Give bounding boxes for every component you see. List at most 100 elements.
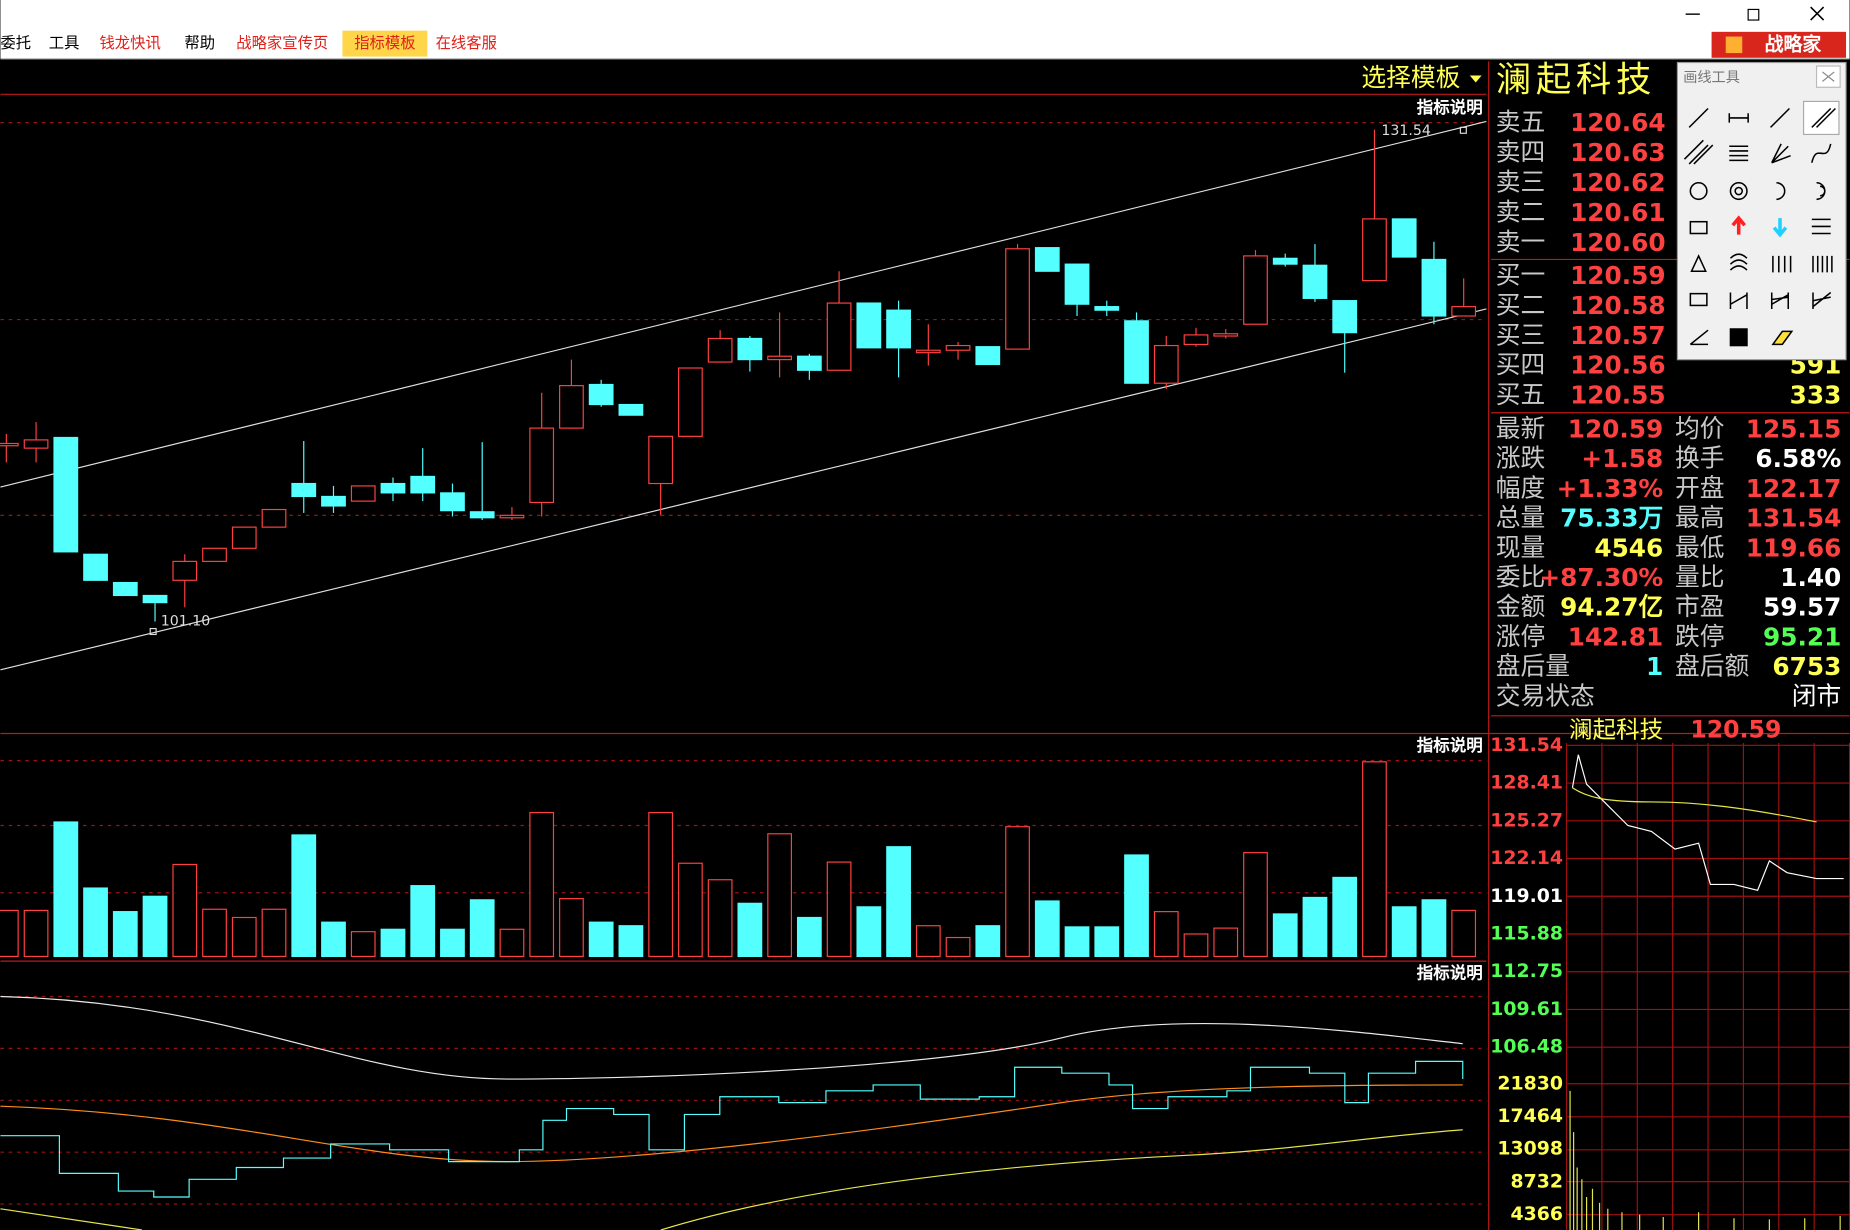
stat-label: 涨停 [1496, 622, 1546, 651]
menu-item[interactable]: 钱龙快讯 [99, 34, 160, 52]
price-tick-label: 115.88 [1490, 922, 1563, 944]
volume-bar [1272, 913, 1298, 957]
stat-label: 总量 [1496, 503, 1546, 532]
volume-bar [915, 925, 941, 957]
volume-bar [1451, 909, 1477, 957]
high-label: 131.54 [1381, 123, 1430, 139]
menu-item[interactable]: 指标模板 [354, 34, 415, 52]
volume-bar [1064, 926, 1090, 957]
candle-body [1243, 255, 1268, 325]
menu-highlight [342, 30, 428, 57]
template-select[interactable]: 选择模板 [1361, 63, 1460, 92]
tool-arrow-down[interactable] [1772, 218, 1788, 238]
indicator-line [0, 1129, 1463, 1230]
bid-price: 120.58 [1570, 291, 1666, 320]
candle-body [350, 485, 376, 502]
candle-body [172, 560, 198, 581]
candle-body [707, 337, 733, 363]
tool-icons[interactable] [1683, 107, 1836, 347]
stat-label: 跌停 [1675, 622, 1724, 651]
menu-item[interactable]: 在线客服 [436, 34, 497, 52]
volume-bar [945, 936, 971, 957]
volume-bar [1391, 906, 1417, 957]
stat-value: +87.30% [1539, 563, 1663, 592]
stat-label: 涨跌 [1496, 444, 1546, 473]
close-button[interactable] [1810, 6, 1825, 21]
price-tick-label: 125.27 [1490, 809, 1563, 831]
candle-body [23, 439, 49, 449]
trend-line [0, 120, 1487, 488]
volume-bar [975, 925, 1001, 957]
indicator-line [0, 995, 1463, 1080]
restore-button[interactable] [1747, 8, 1760, 21]
tool-arrow-up[interactable] [1731, 215, 1746, 235]
volume-bar [826, 861, 852, 957]
indicator-help[interactable]: 指标说明 [1417, 97, 1483, 117]
volume-tick-label: 17464 [1497, 1105, 1563, 1127]
dropdown-arrow[interactable] [1469, 75, 1482, 83]
candle-body [410, 475, 436, 494]
candle-body [1391, 218, 1417, 258]
stat-label: 最高 [1675, 503, 1724, 532]
volume-bar [350, 931, 376, 957]
low-label: 101.10 [161, 613, 210, 629]
stat-value: 120.59 [1568, 414, 1664, 443]
candle-body [1034, 247, 1060, 272]
candle-body [380, 482, 406, 494]
volume-tick-label: 21830 [1497, 1072, 1563, 1094]
volume-bar [1124, 854, 1149, 957]
candle-body [1272, 257, 1298, 265]
stat-value: 1.40 [1780, 563, 1841, 592]
stat-label: 市盈 [1675, 592, 1724, 621]
candle-body [648, 435, 674, 485]
menu-item[interactable]: 工具 [49, 34, 80, 52]
menu-item[interactable]: 战略家宣传页 [236, 34, 328, 52]
volume-bar [1005, 826, 1030, 957]
candle-body [1362, 218, 1387, 282]
stat-label: 开盘 [1675, 473, 1724, 502]
indicator-help[interactable]: 指标说明 [1417, 735, 1483, 755]
ask-price: 120.60 [1570, 228, 1666, 257]
volume-bar [1213, 927, 1239, 957]
bid-label: 买五 [1496, 380, 1546, 409]
candle-body [53, 436, 79, 553]
candle-body [142, 594, 168, 604]
minute-title: 澜起科技 [1569, 716, 1663, 744]
candle-body [945, 344, 971, 351]
content [0, 61, 1850, 1230]
candle-body [1213, 333, 1239, 337]
indicator-help[interactable]: 指标说明 [1417, 963, 1483, 983]
candle-body [1094, 306, 1120, 311]
volume-bar [767, 833, 792, 957]
volume-bar [618, 925, 644, 957]
volume-bar [856, 906, 882, 957]
stat-label: 盘后额 [1675, 652, 1750, 681]
price-tick-label: 109.61 [1490, 998, 1563, 1020]
candle-body [559, 385, 584, 429]
candle-body [826, 302, 852, 371]
ask-label: 卖四 [1496, 137, 1546, 166]
candle-body [1153, 344, 1179, 384]
low-marker [149, 627, 157, 636]
menu-item[interactable]: 帮助 [184, 34, 215, 52]
candle-body [1064, 263, 1090, 305]
price-tick-label: 119.01 [1490, 885, 1563, 907]
popup-close-icon [1822, 71, 1835, 82]
price-tick-label: 131.54 [1490, 734, 1563, 756]
bid-label: 买一 [1496, 261, 1546, 290]
ask-price: 120.61 [1570, 198, 1666, 227]
volume-bar [796, 916, 822, 957]
indicator-line [0, 1084, 1463, 1163]
volume-bar [648, 811, 674, 957]
stat-label: 金额 [1496, 592, 1546, 621]
candle-body [588, 383, 614, 406]
menu-item[interactable]: 委托 [0, 34, 31, 52]
candle-body [112, 581, 138, 597]
volume-bar [1243, 852, 1268, 957]
stat-value: 94.27亿 [1560, 593, 1663, 622]
volume-bar [588, 921, 614, 957]
ask-price: 120.64 [1570, 108, 1666, 137]
brand-button[interactable]: 战略家 [1765, 32, 1822, 55]
